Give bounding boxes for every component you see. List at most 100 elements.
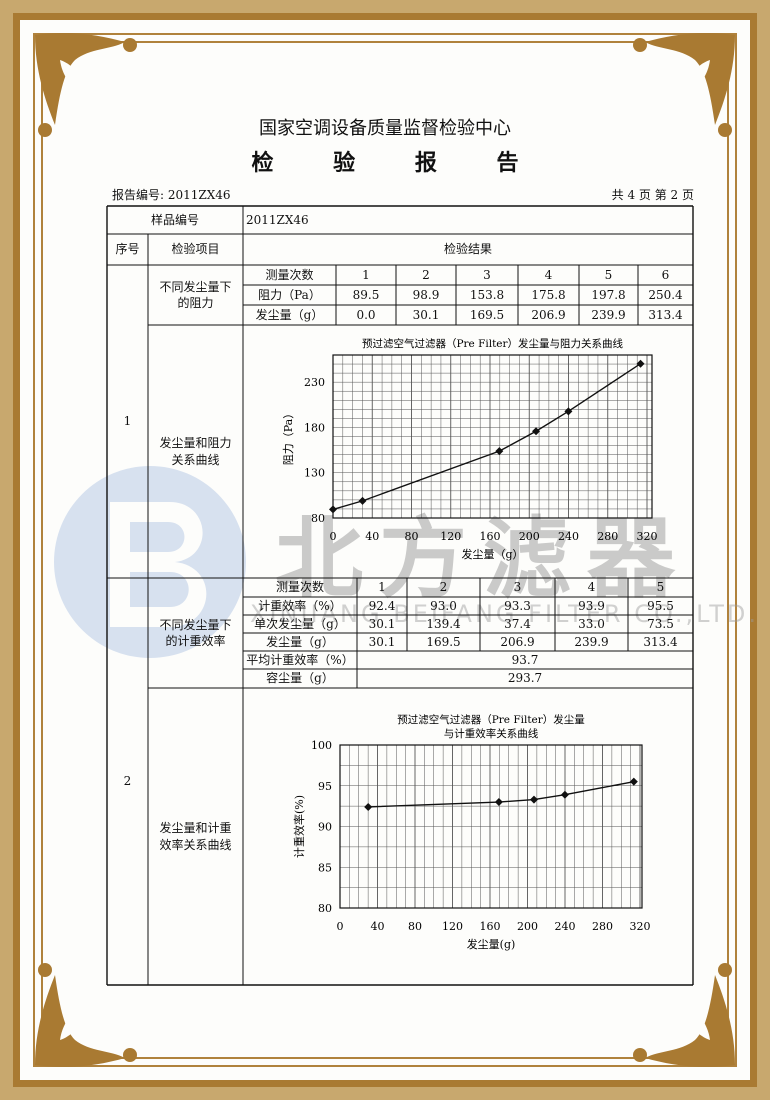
corner-ornament-icon bbox=[35, 963, 137, 1068]
column-header-item: 检验项目 bbox=[171, 242, 220, 257]
item-label: 不同发尘量下的计重效率 bbox=[159, 617, 232, 648]
x-tick-label: 40 bbox=[371, 920, 385, 933]
row-label: 容尘量（g） bbox=[266, 671, 334, 686]
data-point bbox=[364, 802, 373, 811]
data-point bbox=[358, 496, 367, 505]
table-cell: 89.5 bbox=[352, 287, 380, 302]
border-line-outer bbox=[33, 33, 737, 1067]
table-cell: 37.4 bbox=[504, 616, 531, 631]
y-tick-label: 80 bbox=[318, 902, 332, 915]
x-tick-label: 200 bbox=[519, 530, 540, 543]
seq-number: 2 bbox=[123, 774, 132, 789]
y-tick-label: 80 bbox=[311, 512, 325, 525]
watermark-company-cn: 北方滤器 bbox=[275, 507, 692, 610]
x-tick-label: 120 bbox=[440, 530, 461, 543]
x-tick-label: 240 bbox=[555, 920, 576, 933]
sample-no-value: 2011ZX46 bbox=[246, 212, 309, 227]
x-tick-label: 80 bbox=[408, 920, 422, 933]
watermark-company-en: XINJIANG BEIFANG FILTER CO.,LTD. bbox=[250, 600, 759, 628]
chart-title: 与计重效率关系曲线 bbox=[444, 727, 539, 740]
table-cell: 92.4 bbox=[368, 598, 396, 613]
org-name: 国家空调设备质量监督检验中心 bbox=[259, 118, 511, 139]
table-cell: 95.5 bbox=[647, 598, 674, 613]
summary-value: 93.7 bbox=[511, 652, 539, 667]
table-cell: 2 bbox=[422, 267, 430, 282]
y-axis-label: 阻力（Pa） bbox=[282, 408, 295, 465]
table-cell: 197.8 bbox=[591, 287, 626, 302]
table-cell: 4 bbox=[544, 267, 553, 282]
item-label: 不同发尘量下的阻力 bbox=[159, 279, 232, 310]
table-cell: 313.4 bbox=[648, 307, 683, 322]
data-point bbox=[560, 790, 569, 799]
report-title: 检 验 报 告 bbox=[251, 151, 545, 176]
row-label: 计重效率（%） bbox=[258, 598, 342, 613]
table-cell: 239.9 bbox=[591, 307, 626, 322]
table-cell: 30.1 bbox=[368, 634, 396, 649]
x-tick-label: 80 bbox=[405, 530, 419, 543]
table-cell: 139.4 bbox=[426, 616, 461, 631]
y-axis-label: 计重效率(%) bbox=[292, 795, 306, 858]
watermark-logo-icon bbox=[54, 466, 246, 658]
table-cell: 6 bbox=[661, 267, 670, 282]
data-point bbox=[494, 798, 503, 807]
x-tick-label: 40 bbox=[365, 530, 379, 543]
x-tick-label: 160 bbox=[480, 530, 501, 543]
table-cell: 93.3 bbox=[504, 598, 531, 613]
table-cell: 5 bbox=[656, 580, 665, 595]
x-tick-label: 160 bbox=[480, 920, 501, 933]
row-label: 平均计重效率（%） bbox=[246, 652, 354, 667]
x-tick-label: 0 bbox=[337, 920, 344, 933]
column-header-seq: 序号 bbox=[115, 242, 140, 257]
corner-ornament-icon bbox=[633, 32, 735, 137]
table-cell: 169.5 bbox=[426, 634, 461, 649]
x-tick-label: 280 bbox=[592, 920, 613, 933]
report-number: 报告编号: 2011ZX46 bbox=[112, 188, 231, 202]
x-tick-label: 200 bbox=[517, 920, 538, 933]
data-point bbox=[564, 407, 573, 416]
y-tick-label: 100 bbox=[311, 739, 332, 752]
x-tick-label: 320 bbox=[637, 530, 658, 543]
border-line-inner bbox=[41, 41, 729, 1059]
row-label: 单次发尘量（g） bbox=[254, 616, 346, 631]
table-cell: 73.5 bbox=[647, 616, 674, 631]
table-cell: 206.9 bbox=[500, 634, 535, 649]
series-line bbox=[332, 363, 641, 511]
summary-value: 293.7 bbox=[507, 671, 543, 686]
table-cell: 93.9 bbox=[578, 598, 605, 613]
data-point bbox=[495, 447, 504, 456]
table-cell: 206.9 bbox=[531, 307, 566, 322]
seq-number: 1 bbox=[123, 414, 132, 429]
chart-title: 预过滤空气过滤器（Pre Filter）发尘量与阻力关系曲线 bbox=[362, 337, 624, 350]
x-tick-label: 120 bbox=[442, 920, 463, 933]
x-tick-label: 0 bbox=[330, 530, 337, 543]
y-tick-label: 85 bbox=[318, 861, 332, 874]
column-header-result: 检验结果 bbox=[443, 242, 492, 257]
table-cell: 93.0 bbox=[430, 598, 457, 613]
y-tick-label: 90 bbox=[318, 821, 332, 834]
corner-ornament-icon bbox=[35, 32, 137, 137]
x-tick-label: 240 bbox=[558, 530, 579, 543]
table-cell: 3 bbox=[513, 580, 522, 595]
table-cell: 153.8 bbox=[469, 287, 505, 302]
table-cell: 1 bbox=[378, 580, 386, 595]
item-label: 发尘量和计重效率关系曲线 bbox=[159, 821, 232, 852]
sample-no-label: 样品编号 bbox=[150, 212, 199, 227]
y-tick-label: 180 bbox=[304, 421, 325, 434]
table-cell: 0.0 bbox=[356, 307, 376, 322]
table-cell: 313.4 bbox=[643, 634, 678, 649]
x-axis-label: 发尘量（g） bbox=[461, 547, 523, 561]
page-info: 共 4 页 第 2 页 bbox=[611, 188, 694, 202]
item-label: 发尘量和阻力关系曲线 bbox=[159, 436, 232, 467]
table-cell: 98.9 bbox=[412, 287, 440, 302]
table-cell: 169.5 bbox=[469, 307, 505, 322]
table-cell: 250.4 bbox=[648, 287, 683, 302]
row-label: 测量次数 bbox=[275, 580, 324, 595]
table-cell: 3 bbox=[483, 267, 491, 282]
y-tick-label: 230 bbox=[304, 376, 325, 389]
table-cell: 30.1 bbox=[368, 616, 396, 631]
table-cell: 175.8 bbox=[531, 287, 566, 302]
table-cell: 239.9 bbox=[574, 634, 609, 649]
table-cell: 4 bbox=[587, 580, 596, 595]
